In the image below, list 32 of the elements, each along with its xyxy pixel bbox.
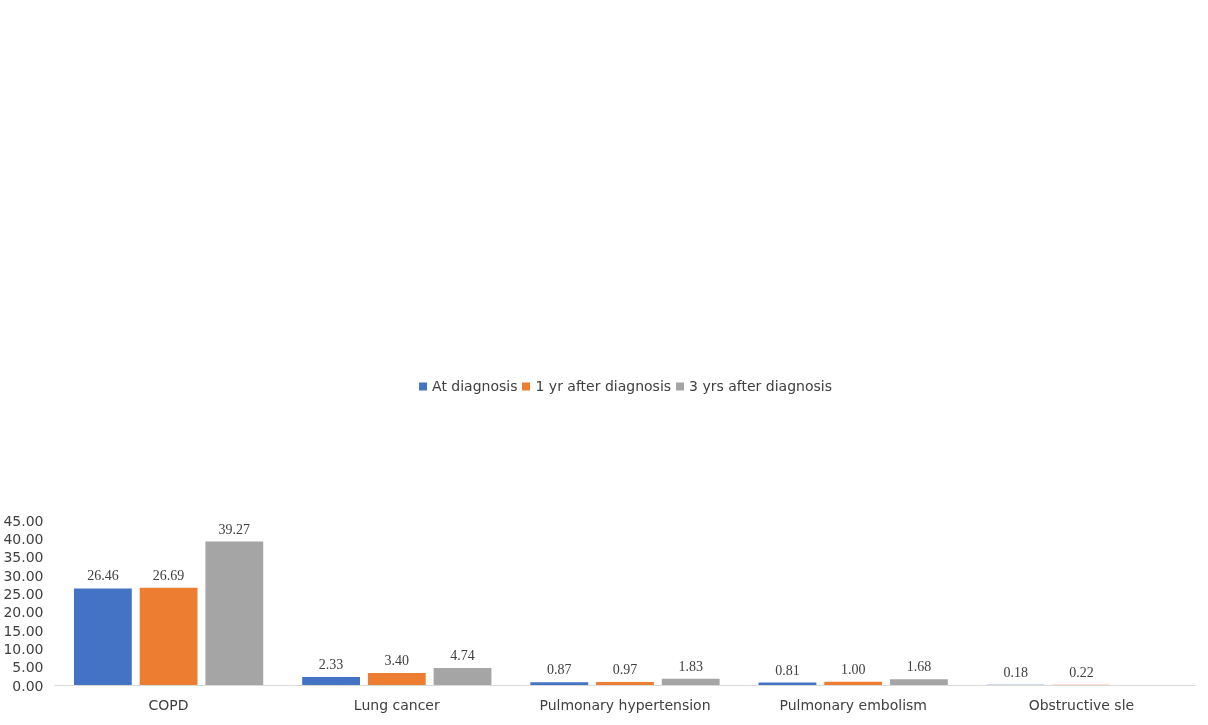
- y-tick-label: 0.00: [12, 677, 44, 694]
- y-tick-label: 15.00: [3, 622, 44, 639]
- y-tick-label: 35.00: [3, 549, 44, 566]
- data-label: 0.97: [612, 661, 638, 677]
- legend-label: 1 yr after diagnosis: [535, 378, 672, 394]
- y-tick-label: 40.00: [3, 530, 44, 547]
- data-label: 39.27: [218, 521, 251, 537]
- data-label: 2.33: [318, 656, 344, 672]
- data-label: 26.69: [152, 567, 185, 583]
- legend-label: 3 yrs after diagnosis: [689, 378, 832, 394]
- x-tick-label: Obstructive sle: [1028, 696, 1135, 713]
- data-label: 4.74: [450, 648, 475, 664]
- data-label: 26.46: [87, 568, 119, 584]
- x-tick-label: Pulmonary hypertension: [539, 696, 711, 713]
- data-label: 1.83: [678, 658, 703, 674]
- data-label: 1.00: [840, 661, 866, 677]
- y-tick-label: 5.00: [12, 659, 44, 676]
- data-label: 0.87: [547, 662, 572, 678]
- x-tick-label: Lung cancer: [353, 696, 440, 713]
- data-label: 1.68: [906, 659, 932, 675]
- y-tick-label: 45.00: [3, 512, 44, 529]
- y-tick-label: 20.00: [3, 604, 44, 621]
- x-tick-label: COPD: [148, 696, 189, 713]
- y-tick-label: 10.00: [3, 640, 44, 657]
- data-label: 0.22: [1069, 664, 1094, 680]
- data-label: 0.81: [775, 662, 800, 678]
- data-label: 3.40: [384, 653, 410, 669]
- x-tick-label: Pulmonary embolism: [779, 696, 927, 713]
- y-tick-label: 25.00: [3, 585, 44, 602]
- y-tick-label: 30.00: [3, 567, 44, 584]
- data-label: 0.18: [1003, 664, 1028, 680]
- legend-label: At diagnosis: [432, 378, 518, 394]
